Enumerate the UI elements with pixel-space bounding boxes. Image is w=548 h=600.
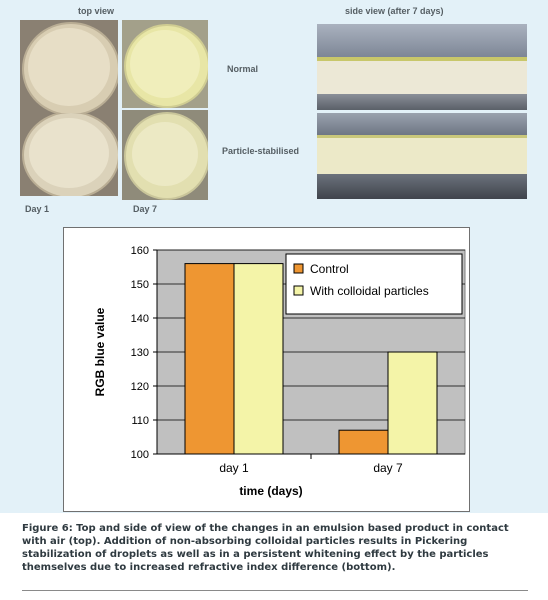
legend-label: Control bbox=[310, 262, 349, 276]
y-tick-label: 110 bbox=[131, 415, 149, 427]
side-view-particle bbox=[317, 113, 527, 199]
y-axis-title: RGB blue value bbox=[93, 307, 107, 396]
x-tick-label: day 1 bbox=[219, 461, 249, 475]
y-tick-label: 130 bbox=[131, 347, 149, 359]
y-tick-label: 120 bbox=[131, 381, 149, 393]
top-view-label: top view bbox=[78, 6, 115, 16]
legend-swatch bbox=[293, 285, 304, 296]
legend-label: With colloidal particles bbox=[310, 284, 429, 298]
chart-frame: 100 110 120 130 140 150 160 day 1 day 7 time (day… bbox=[63, 227, 470, 512]
figure-caption: Figure 6: Top and side of view of the ch… bbox=[22, 523, 509, 573]
y-tick-label: 140 bbox=[131, 313, 149, 325]
row-label-particle: Particle-stabilised bbox=[222, 146, 300, 156]
photo-particle-day7 bbox=[122, 110, 208, 200]
day7-label: Day 7 bbox=[133, 204, 158, 214]
figure-panel: top view side view (after 7 days) Normal… bbox=[0, 0, 548, 513]
bar-control bbox=[338, 429, 389, 455]
bar-colloidal bbox=[387, 351, 438, 455]
x-axis-title: time (days) bbox=[239, 484, 302, 498]
photo-normal-day7 bbox=[122, 20, 208, 108]
y-tick-label: 150 bbox=[131, 279, 149, 291]
bar-control bbox=[184, 263, 235, 455]
bottom-rule bbox=[22, 590, 528, 591]
y-tick-label: 160 bbox=[131, 245, 149, 257]
bar-chart: 100 110 120 130 140 150 160 day 1 day 7 time (day… bbox=[93, 245, 466, 498]
photo-particle-day1 bbox=[20, 113, 118, 196]
side-view-label: side view (after 7 days) bbox=[345, 6, 444, 16]
x-tick-label: day 7 bbox=[373, 461, 403, 475]
photo-normal-day1 bbox=[20, 20, 118, 115]
y-tick-label: 100 bbox=[131, 449, 149, 461]
bar-colloidal bbox=[233, 263, 284, 455]
row-label-normal: Normal bbox=[227, 64, 259, 74]
legend-box bbox=[285, 253, 463, 315]
legend-swatch bbox=[293, 263, 304, 274]
day1-label: Day 1 bbox=[25, 204, 50, 214]
side-view-normal bbox=[317, 24, 527, 110]
